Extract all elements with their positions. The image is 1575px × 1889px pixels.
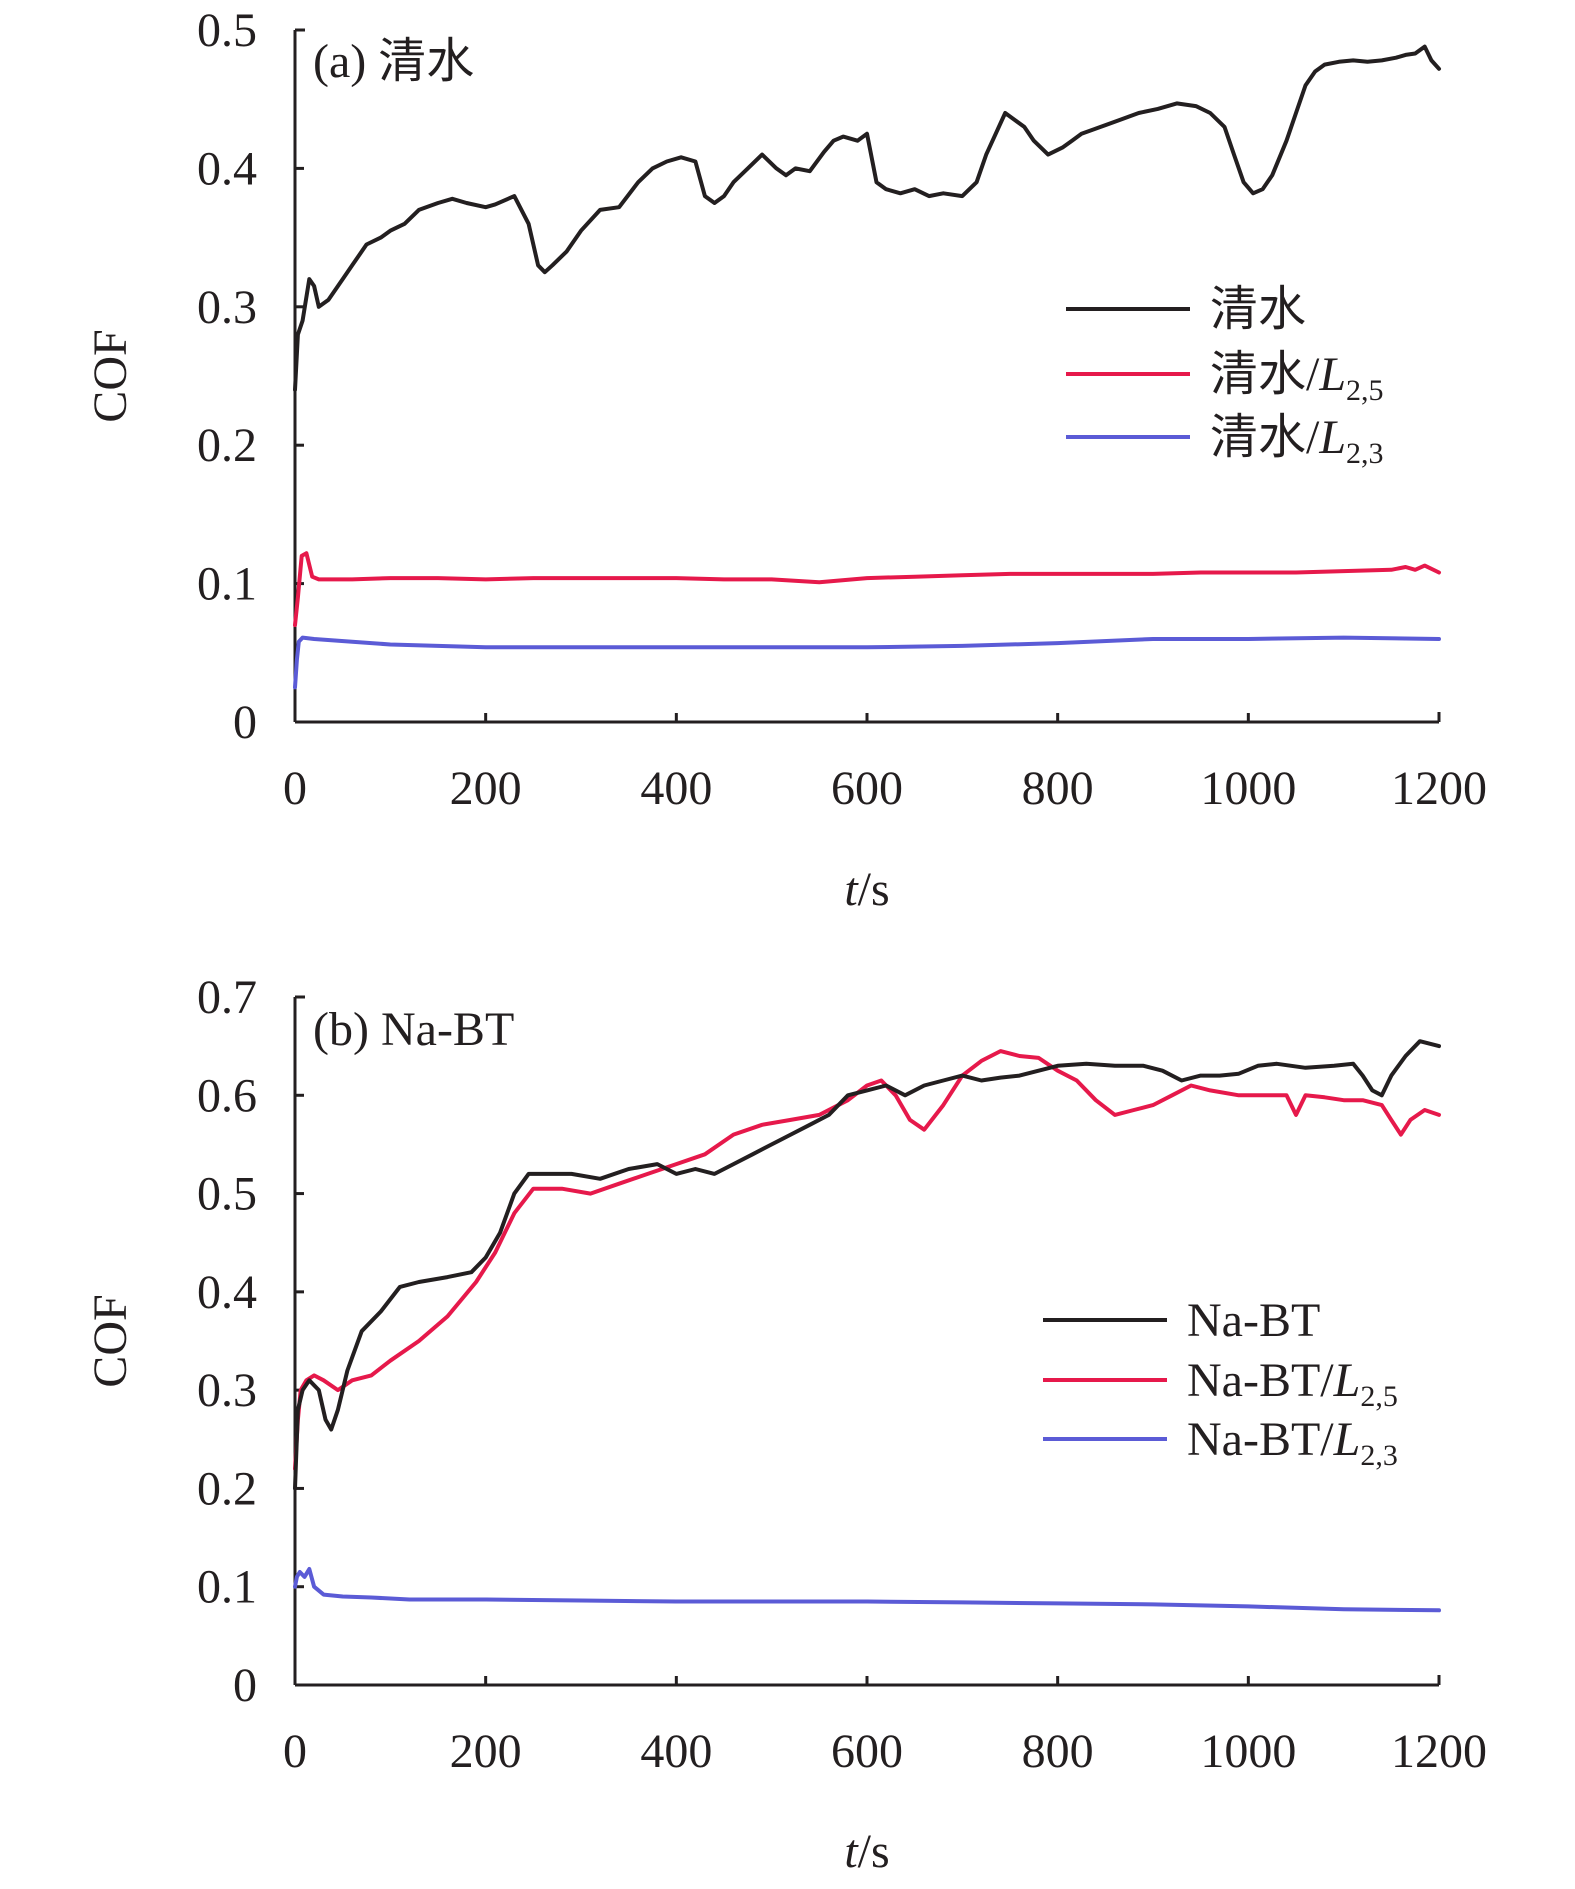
x-axis-title-unit: /s [858, 1825, 890, 1878]
x-tick-label: 1200 [1391, 762, 1487, 815]
x-tick-label: 1200 [1391, 1725, 1487, 1778]
panel-label: (b) Na-BT [313, 1003, 514, 1056]
y-tick-label: 0.1 [197, 558, 257, 611]
x-tick-label: 0 [283, 762, 307, 815]
panel-label: (a) 清水 [313, 35, 474, 88]
legend-label-base: Na-BT [1187, 1294, 1320, 1347]
legend-label: 清水/L2,5 [1210, 348, 1384, 407]
legend-label-subscript: 2,3 [1360, 1439, 1398, 1472]
legend-label: 清水/L2,3 [1210, 411, 1384, 470]
y-tick-label: 0.5 [197, 4, 257, 57]
y-tick-label: 0 [233, 696, 257, 749]
legend-label-italic: L [1318, 411, 1346, 464]
legend-label-subscript: 2,5 [1360, 1380, 1398, 1413]
x-tick-label: 800 [1022, 1725, 1094, 1778]
x-tick-label: 600 [831, 762, 903, 815]
x-tick-label: 400 [640, 1725, 712, 1778]
legend-label-italic: L [1318, 348, 1346, 401]
y-axis-title: COF [84, 1294, 137, 1387]
y-tick-label: 0.3 [197, 281, 257, 334]
series-line [293, 1567, 1441, 1613]
x-tick-label: 1000 [1200, 762, 1296, 815]
x-axis-title-unit: /s [858, 863, 890, 916]
y-tick-label: 0.4 [197, 142, 257, 195]
y-tick-labels: 0 0.1 0.2 0.3 0.4 0.5 [197, 4, 257, 749]
series-lines [293, 44, 1441, 690]
y-tick-label: 0.4 [197, 1266, 257, 1319]
y-tick-labels: 0 0.1 0.2 0.3 0.4 0.5 0.6 0.7 [197, 971, 257, 1712]
legend-label-base: Na-BT/ [1187, 1354, 1334, 1407]
x-tick-labels: 0 200 400 600 800 1000 1200 [283, 762, 1487, 815]
x-tick-label: 400 [640, 762, 712, 815]
x-tick-label: 600 [831, 1725, 903, 1778]
y-tick-label: 0.3 [197, 1364, 257, 1417]
x-axis-title: t/s [844, 1825, 889, 1878]
y-tick-label: 0.2 [197, 1462, 257, 1515]
x-tick-label: 0 [283, 1725, 307, 1778]
series-line [293, 1039, 1441, 1491]
y-tick-label: 0.7 [197, 971, 257, 1024]
x-axis-title-italic: t [844, 1825, 859, 1878]
y-tick-label: 0.6 [197, 1069, 257, 1122]
legend-label-base: 清水/ [1210, 348, 1320, 401]
x-tick-labels: 0 200 400 600 800 1000 1200 [283, 1725, 1487, 1778]
legend-label-base: Na-BT/ [1187, 1413, 1334, 1466]
series-lines [293, 1039, 1441, 1613]
y-tick-label: 0.5 [197, 1168, 257, 1221]
series-line [293, 551, 1441, 628]
x-axis-title-italic: t [844, 863, 859, 916]
legend-label-italic: L [1333, 1413, 1361, 1466]
legend: Na-BT Na-BT/L2,5 Na-BT/L2,3 [1043, 1294, 1398, 1472]
x-tick-label: 1000 [1200, 1725, 1296, 1778]
x-tick-label: 200 [450, 762, 522, 815]
series-line [293, 635, 1441, 690]
y-tick-label: 0.1 [197, 1561, 257, 1614]
legend-label: Na-BT/L2,3 [1187, 1413, 1398, 1472]
y-tick-label: 0 [233, 1659, 257, 1712]
y-axis-title: COF [84, 329, 137, 422]
panel-a: 0 0.1 0.2 0.3 0.4 0.5 0 200 400 600 800 1000 1200 (… [84, 4, 1487, 916]
legend-label-subscript: 2,5 [1346, 374, 1384, 407]
legend-label-base: 清水/ [1210, 411, 1320, 464]
series-line [293, 44, 1441, 392]
legend-label-subscript: 2,3 [1346, 437, 1384, 470]
x-tick-label: 200 [450, 1725, 522, 1778]
panel-b: 0 0.1 0.2 0.3 0.4 0.5 0.6 0.7 0 200 400 600 800 1000… [84, 971, 1487, 1878]
x-axis-title: t/s [844, 863, 889, 916]
legend-label: 清水 [1210, 283, 1306, 336]
x-tick-label: 800 [1022, 762, 1094, 815]
y-tick-label: 0.2 [197, 419, 257, 472]
legend-label: Na-BT [1187, 1294, 1320, 1347]
legend-label-base: 清水 [1210, 283, 1306, 336]
legend: 清水 清水/L2,5 清水/L2,3 [1066, 283, 1384, 470]
legend-label: Na-BT/L2,5 [1187, 1354, 1398, 1413]
legend-label-italic: L [1333, 1354, 1361, 1407]
series-line [293, 1049, 1441, 1471]
